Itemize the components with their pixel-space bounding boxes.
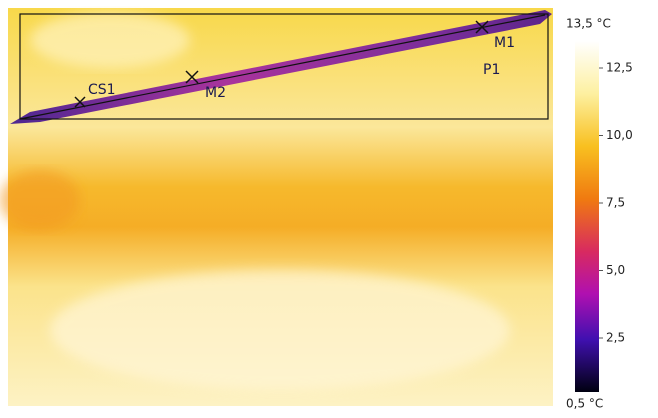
marker-label: M2 (205, 85, 226, 101)
thermal-image: CS1 M2 M1 P1 (0, 8, 553, 406)
scale-min-label: 0,5 °C (566, 397, 603, 411)
marker-label: M1 (494, 35, 515, 51)
scale-tick-label: 7,5 (606, 196, 625, 210)
marker-label: P1 (483, 62, 500, 78)
scale-tick-label: 5,0 (606, 263, 625, 277)
color-bar (575, 41, 599, 392)
profile-line (19, 14, 546, 120)
scale-max-label: 13,5 °C (566, 17, 611, 31)
measure-box (19, 13, 549, 120)
color-scale: 13,5 °C 0,5 °C 12,5 10,0 7,5 5,0 2,5 (566, 17, 633, 411)
marker-crosses (74, 20, 489, 108)
scale-tick-label: 10,0 (606, 128, 633, 142)
scale-tick-label: 12,5 (606, 61, 633, 75)
scale-tick-label: 2,5 (606, 331, 625, 345)
marker-label: CS1 (88, 82, 116, 98)
